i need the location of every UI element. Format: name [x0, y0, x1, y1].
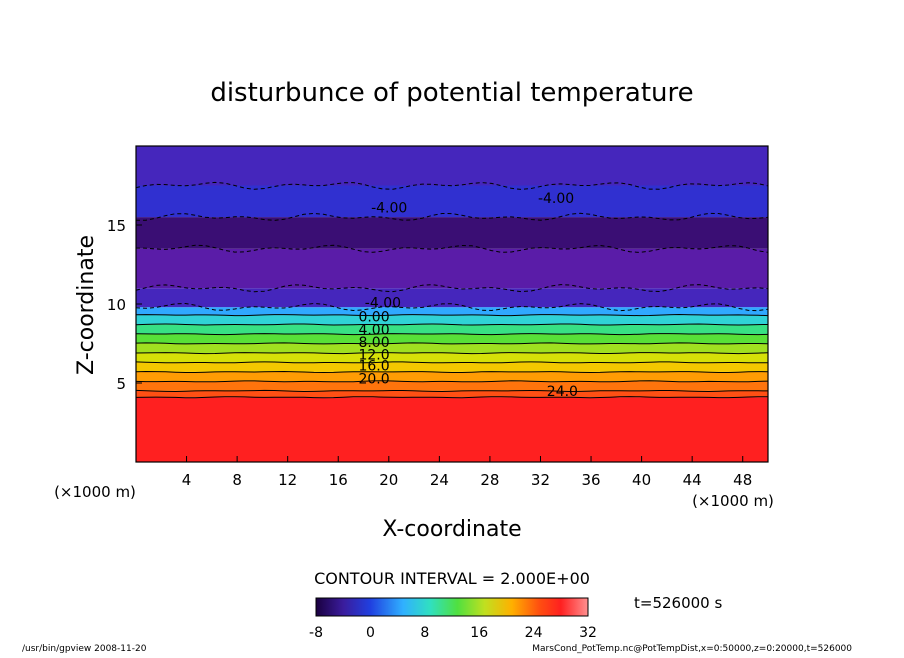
- contour-label-4: 4.00: [358, 322, 389, 338]
- contour-band-7: [136, 334, 768, 344]
- contour-band-1: [136, 390, 768, 398]
- contour-line-5: [136, 361, 768, 364]
- contour-band-10: [136, 307, 768, 316]
- y-axis-unit: (×1000 m): [54, 483, 136, 501]
- y-axis-ticks: 5 10 15: [107, 217, 142, 393]
- contour-band-12: [136, 248, 768, 289]
- x-tick-label-8: 36: [581, 471, 600, 489]
- contour-band-15: [136, 146, 768, 186]
- y-axis-label: Z-coordinate: [74, 235, 99, 375]
- contour-band-6: [136, 343, 768, 353]
- contour-label-7: 16.0: [358, 359, 389, 375]
- contour-band-4: [136, 362, 768, 372]
- colorbar-tick-label-3: 16: [470, 625, 488, 641]
- x-axis-unit: (×1000 m): [692, 492, 774, 510]
- contour-line-4: [136, 370, 768, 374]
- contour-line-1: [136, 396, 768, 399]
- x-tick-label-9: 40: [632, 471, 651, 489]
- x-tick-label-5: 24: [430, 471, 449, 489]
- colorbar-ticks: -8 0 8 16 24 32: [309, 625, 597, 641]
- contour-line-15: [136, 181, 768, 190]
- contour-line-2: [136, 389, 768, 393]
- contour-band-2: [136, 381, 768, 391]
- contour-interval-label: CONTOUR INTERVAL = 2.000E+00: [314, 569, 590, 588]
- colorbar-tick-label-1: 0: [366, 625, 375, 641]
- contour-band-0: [136, 397, 768, 462]
- contour-label-1: -4.00: [538, 191, 574, 207]
- chart-title: disturbunce of potential temperature: [210, 78, 693, 108]
- time-label: t=526000 s: [634, 594, 722, 612]
- x-tick-label-1: 8: [232, 471, 242, 489]
- contour-band-13: [136, 217, 768, 249]
- y-tick-label-0: 5: [116, 375, 126, 393]
- contour-label-8: 20.0: [358, 371, 389, 387]
- contour-line-12: [136, 284, 768, 293]
- x-tick-label-11: 48: [733, 471, 752, 489]
- contour-label-2: -4.00: [365, 295, 401, 311]
- contour-line-9: [136, 323, 768, 326]
- x-tick-label-2: 12: [278, 471, 297, 489]
- footer-left: /usr/bin/gpview 2008-11-20: [22, 644, 147, 654]
- contour-band-14: [136, 185, 768, 218]
- contour-labels: -4.00-4.00-4.000.004.008.0012.016.020.02…: [358, 191, 578, 400]
- plot-area: [136, 146, 768, 462]
- contour-line-7: [136, 342, 768, 345]
- x-tick-label-3: 16: [329, 471, 348, 489]
- contour-line-11: [136, 302, 768, 312]
- contour-band-9: [136, 315, 768, 325]
- contour-line-13: [136, 244, 768, 253]
- y-tick-label-1: 10: [107, 296, 126, 314]
- x-axis-ticks: 4 8 12 16 20 24 28 32 36 40 44 48: [182, 456, 752, 489]
- contour-band-11: [136, 288, 768, 308]
- contour-line-6: [136, 352, 768, 355]
- contour-label-3: 0.00: [358, 310, 389, 326]
- colorbar: [315, 597, 589, 617]
- x-tick-label-7: 32: [531, 471, 550, 489]
- contour-label-5: 8.00: [358, 335, 389, 351]
- colorbar-tick-label-2: 8: [420, 625, 429, 641]
- colorbar-tick-label-5: 32: [579, 625, 597, 641]
- contour-label-0: -4.00: [371, 201, 407, 217]
- contour-label-6: 12.0: [358, 348, 389, 364]
- contour-band-8: [136, 324, 768, 335]
- x-tick-label-10: 44: [683, 471, 702, 489]
- contour-line-10: [136, 313, 768, 317]
- contour-line-3: [136, 380, 768, 383]
- x-tick-label-6: 28: [480, 471, 499, 489]
- contour-label-9: 24.0: [547, 384, 578, 400]
- x-axis-label: X-coordinate: [382, 517, 521, 542]
- contour-band-3: [136, 371, 768, 382]
- colorbar-tick-label-0: -8: [309, 625, 323, 641]
- x-tick-label-0: 4: [182, 471, 192, 489]
- contour-line-14: [136, 212, 768, 221]
- contour-line-8: [136, 333, 768, 336]
- y-tick-label-2: 15: [107, 217, 126, 235]
- x-tick-label-4: 20: [379, 471, 398, 489]
- colorbar-tick-label-4: 24: [525, 625, 543, 641]
- contour-band-5: [136, 352, 768, 363]
- footer-right: MarsCond_PotTemp.nc@PotTempDist,x=0:5000…: [532, 644, 852, 654]
